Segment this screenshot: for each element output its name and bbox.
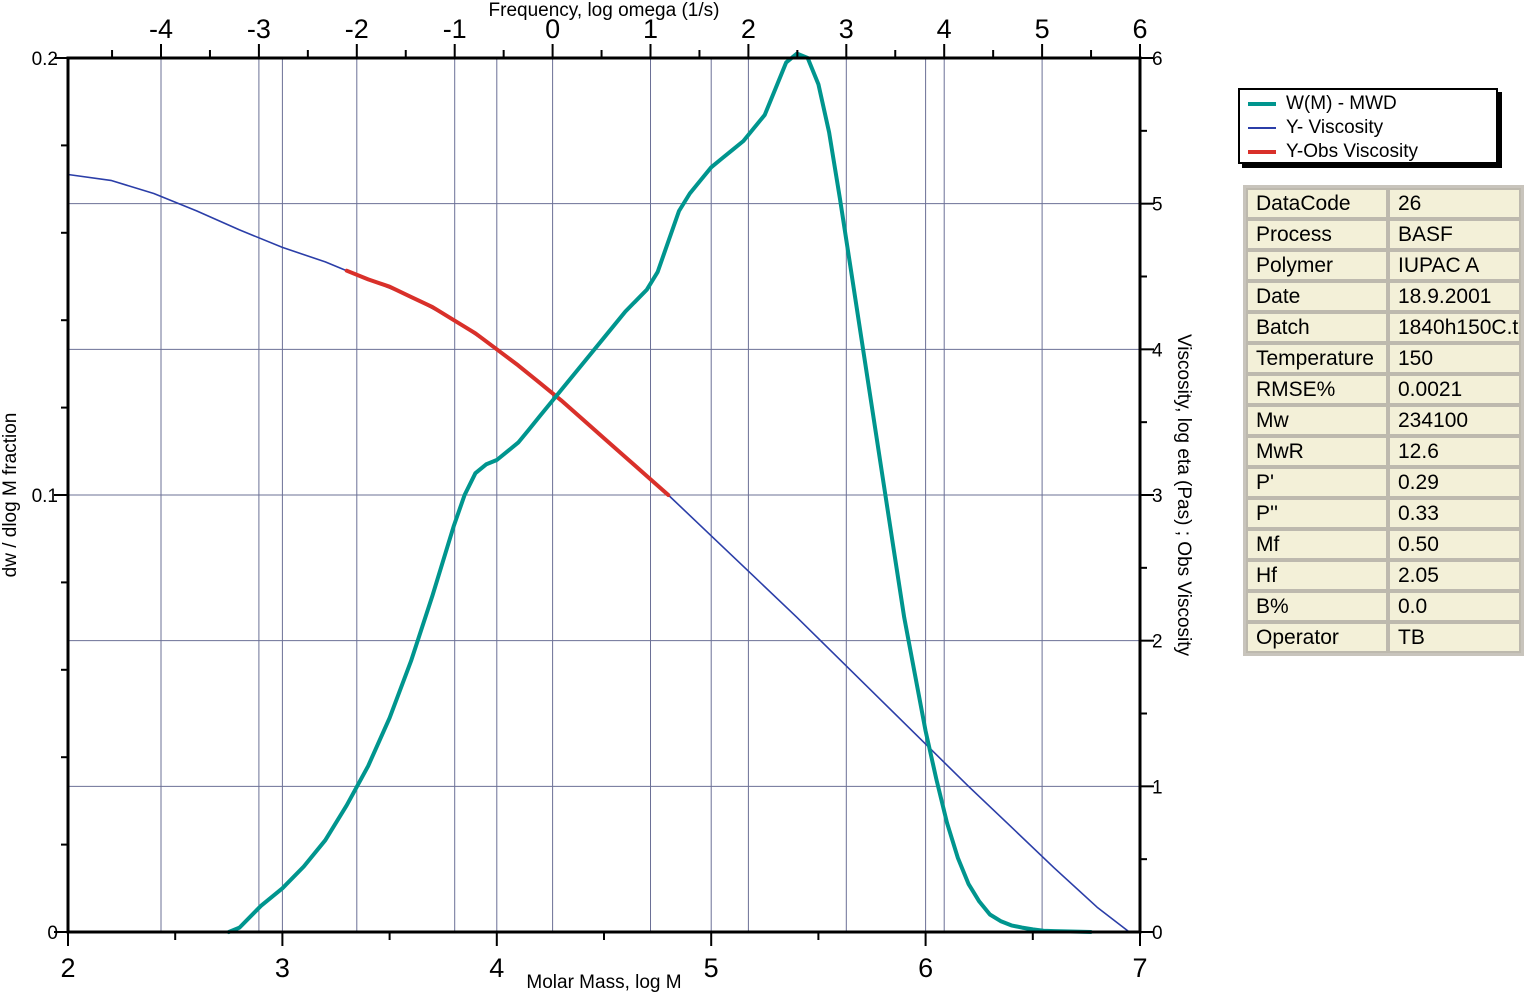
y-right-tick-label: 2 (1152, 632, 1163, 653)
y-right-tick-label: 0 (1152, 923, 1163, 944)
info-key: RMSE% (1246, 374, 1388, 405)
legend-swatch-mwd (1248, 102, 1276, 106)
x-bottom-tick-label: 7 (1132, 953, 1147, 983)
info-key: DataCode (1246, 188, 1388, 219)
info-row: Hf 2.05 (1246, 560, 1521, 591)
info-value: 0.33 (1388, 498, 1521, 529)
series-line-viscosity (67, 173, 1131, 933)
info-key: B% (1246, 591, 1388, 622)
info-value: 0.0021 (1388, 374, 1521, 405)
legend-label-mwd: W(M) - MWD (1286, 93, 1397, 114)
y-left-tick-label: 0.2 (32, 49, 58, 70)
x-top-tick-label: -4 (149, 14, 173, 44)
info-row: DataCode 26 (1246, 188, 1521, 219)
info-value: 2.05 (1388, 560, 1521, 591)
grid-lines (68, 58, 1140, 932)
info-value: BASF (1388, 219, 1521, 250)
info-value: 234100 (1388, 405, 1521, 436)
info-value: TB (1388, 622, 1521, 653)
info-key: Mw (1246, 405, 1388, 436)
info-row: Polymer IUPAC A (1246, 250, 1521, 281)
info-key: P' (1246, 467, 1388, 498)
info-key: P'' (1246, 498, 1388, 529)
legend-label-viscosity: Y- Viscosity (1286, 117, 1384, 138)
x-bottom-tick-label: 2 (60, 953, 75, 983)
x-top-tick-label: -3 (247, 14, 271, 44)
series-line-obs-viscosity (344, 268, 671, 497)
info-row: Temperature 150 (1246, 343, 1521, 374)
info-row: Batch 1840h150C.txt (1246, 312, 1521, 343)
info-row: MwR 12.6 (1246, 436, 1521, 467)
y-right-tick-label: 3 (1152, 486, 1163, 507)
x-bottom-tick-label: 4 (489, 953, 504, 983)
info-value: 0.29 (1388, 467, 1521, 498)
info-key: Process (1246, 219, 1388, 250)
x-top-tick-label: 4 (937, 14, 952, 44)
x-top-axis-title: Frequency, log omega (1/s) (489, 0, 720, 21)
x-top-tick-label: 5 (1035, 14, 1050, 44)
info-value: 18.9.2001 (1388, 281, 1521, 312)
y-right-axis-title: Viscosity, log eta (Pas) ; Obs Viscosity (1173, 334, 1194, 657)
x-top-tick-label: -1 (443, 14, 467, 44)
tick-labels: 2 3 4 5 6 7 -4 -3 -2 -1 0 1 2 3 4 5 6 0 1 2 3 4 5 6 0 0.1 0.2 (32, 14, 1163, 983)
axis-ticks (54, 44, 1154, 946)
x-bottom-tick-label: 6 (918, 953, 933, 983)
info-key: Temperature (1246, 343, 1388, 374)
info-row: Mf 0.50 (1246, 529, 1521, 560)
info-key: Hf (1246, 560, 1388, 591)
legend: W(M) - MWD Y- Viscosity Y-Obs Viscosity (1238, 88, 1498, 164)
x-top-tick-label: 1 (643, 14, 658, 44)
legend-swatch-viscosity (1248, 127, 1276, 129)
info-value: 12.6 (1388, 436, 1521, 467)
series-layer (67, 51, 1131, 934)
info-key: Batch (1246, 312, 1388, 343)
x-bottom-tick-label: 5 (704, 953, 719, 983)
x-top-tick-label: 6 (1132, 14, 1147, 44)
y-right-tick-label: 4 (1152, 340, 1163, 361)
y-left-tick-label: 0.1 (32, 486, 58, 507)
info-key: Polymer (1246, 250, 1388, 281)
y-right-tick-label: 5 (1152, 195, 1163, 216)
y-right-tick-label: 6 (1152, 49, 1163, 70)
info-row: RMSE% 0.0021 (1246, 374, 1521, 405)
y-right-tick-label: 1 (1152, 777, 1163, 798)
info-row: Process BASF (1246, 219, 1521, 250)
info-row: P'' 0.33 (1246, 498, 1521, 529)
x-top-tick-label: 2 (741, 14, 756, 44)
legend-item-viscosity: Y- Viscosity (1248, 117, 1383, 139)
x-top-tick-label: -2 (345, 14, 369, 44)
legend-label-obs-viscosity: Y-Obs Viscosity (1286, 141, 1418, 162)
info-key: Date (1246, 281, 1388, 312)
info-value: IUPAC A (1388, 250, 1521, 281)
info-row: Date 18.9.2001 (1246, 281, 1521, 312)
info-key: Mf (1246, 529, 1388, 560)
info-key: MwR (1246, 436, 1388, 467)
info-value: 0.0 (1388, 591, 1521, 622)
info-value: 0.50 (1388, 529, 1521, 560)
info-key: Operator (1246, 622, 1388, 653)
legend-item-obs-viscosity: Y-Obs Viscosity (1248, 141, 1418, 163)
x-bottom-axis-title: Molar Mass, log M (526, 972, 681, 992)
info-row: Mw 234100 (1246, 405, 1521, 436)
info-value: 26 (1388, 188, 1521, 219)
info-row: P' 0.29 (1246, 467, 1521, 498)
info-table: DataCode 26 Process BASF Polymer IUPAC A Date 1… (1243, 185, 1524, 656)
info-row: B% 0.0 (1246, 591, 1521, 622)
legend-swatch-obs-viscosity (1248, 150, 1276, 154)
y-left-axis-title: dw / dlog M fraction (0, 413, 21, 578)
x-bottom-tick-label: 3 (275, 953, 290, 983)
info-value: 150 (1388, 343, 1521, 374)
info-value: 1840h150C.txt (1388, 312, 1521, 343)
legend-item-mwd: W(M) - MWD (1248, 93, 1397, 115)
x-top-tick-label: 0 (545, 14, 560, 44)
x-top-tick-label: 3 (839, 14, 854, 44)
y-left-tick-label: 0 (47, 923, 58, 944)
info-row: Operator TB (1246, 622, 1521, 653)
series-line-mwd (226, 51, 1093, 934)
